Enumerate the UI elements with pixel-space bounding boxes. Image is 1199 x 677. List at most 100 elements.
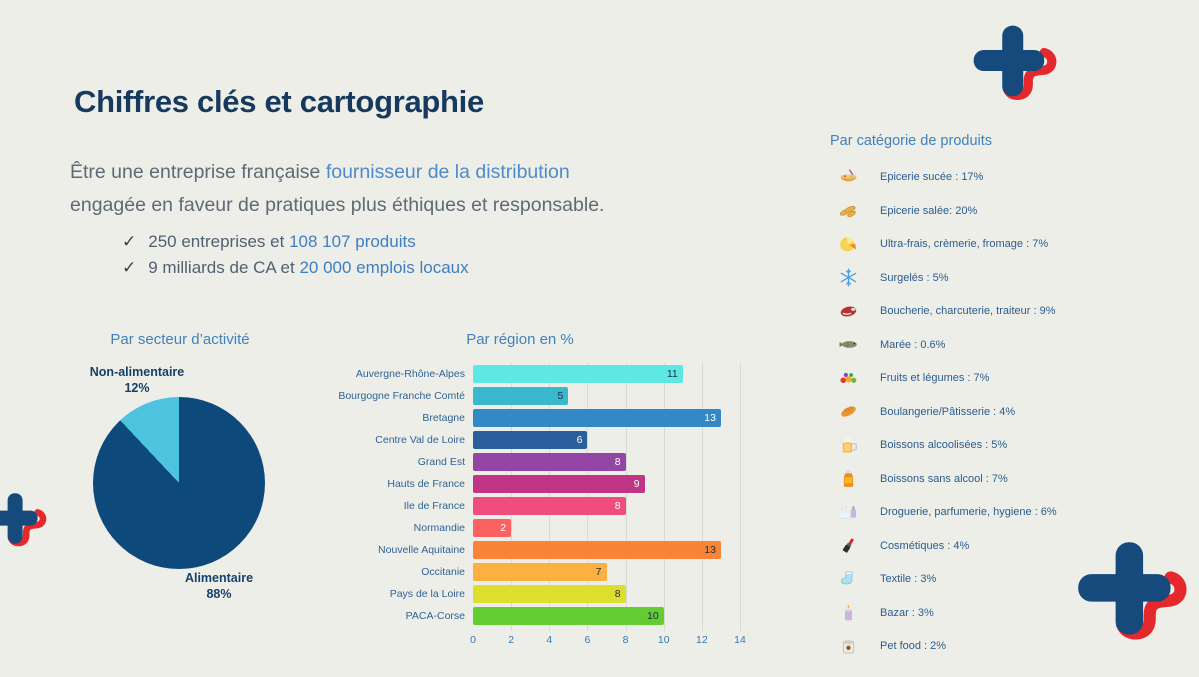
bar-value-label: 11 (666, 368, 678, 380)
bullet-highlight: 108 107 produits (289, 232, 416, 251)
x-axis-tick: 14 (734, 634, 746, 646)
pie-label-non-alimentaire: Non-alimentaire 12% (89, 365, 185, 395)
gridline (740, 363, 741, 631)
category-item: Marée : 0.6% (830, 328, 945, 362)
category-label: Pet food : 2% (880, 640, 947, 652)
category-label: Droguerie, parfumerie, hygiene : 6% (880, 506, 1057, 518)
region-bar: 2 (473, 519, 512, 537)
region-label: Normandie (413, 522, 465, 534)
region-bar: 10 (473, 607, 664, 625)
snowflake-icon (830, 267, 866, 288)
intro-line1-plain: Être une entreprise française (70, 161, 326, 183)
region-label: Occitanie (421, 566, 465, 578)
pie-chart-title: Par secteur d’activité (110, 331, 250, 348)
brand-plus-logo-icon (0, 492, 46, 552)
x-axis-tick: 8 (622, 634, 629, 646)
category-item: Textile : 3% (830, 562, 936, 596)
bar-value-label: 13 (704, 412, 716, 424)
fish-icon (830, 334, 866, 355)
region-label: Bretagne (422, 412, 465, 424)
bread-icon (830, 401, 866, 422)
key-figure-item: ✓ 9 milliards de CA et 20 000 emplois loc… (122, 255, 469, 281)
category-item: Boucherie, charcuterie, traiteur : 9% (830, 294, 1055, 328)
bar-value-label: 13 (704, 544, 716, 556)
x-axis-tick: 6 (584, 634, 591, 646)
region-bar: 11 (473, 365, 683, 383)
fruits-vegetables-icon (830, 368, 866, 389)
candle-icon (830, 602, 866, 623)
x-axis-tick: 10 (657, 634, 670, 646)
brand-plus-logo-icon (972, 24, 1056, 108)
check-icon: ✓ (122, 232, 137, 251)
category-label: Ultra-frais, crèmerie, fromage : 7% (880, 238, 1049, 250)
category-label: Marée : 0.6% (880, 338, 946, 351)
x-axis-tick: 0 (470, 634, 476, 646)
cheese-icon (830, 234, 866, 255)
category-label: Boissons sans alcool : 7% (880, 472, 1008, 485)
bullet-highlight: 20 000 emplois locaux (299, 258, 469, 277)
region-bar: 8 (473, 497, 626, 515)
bar-value-label: 6 (576, 434, 583, 446)
region-bar-chart: 0 2 4 6 8 10 12 14 Auvergne-Rhône-Alpes 11 Bourgog… (338, 363, 758, 663)
bar-value-label: 5 (557, 390, 564, 402)
sector-pie-chart (93, 397, 265, 569)
x-axis-tick: 12 (696, 634, 708, 646)
sock-icon (830, 569, 866, 590)
category-item: Boulangerie/Pâtisserie : 4% (830, 395, 1015, 429)
bar-value-label: 7 (595, 566, 602, 578)
region-bar: 8 (473, 585, 626, 603)
key-figure-item: ✓ 250 entreprises et 108 107 produits (122, 229, 469, 255)
region-bar: 13 (473, 541, 721, 559)
bar-chart-title: Par région en % (466, 331, 574, 348)
bar-value-label: 8 (614, 500, 621, 512)
category-item: Epicerie salée: 20% (830, 194, 977, 228)
region-bar: 5 (473, 387, 569, 405)
category-label: Cosmétiques : 4% (880, 539, 970, 552)
region-bar: 8 (473, 453, 626, 471)
beer-mug-icon (830, 435, 866, 456)
region-label: Bourgogne Franche Comté (338, 390, 465, 402)
region-label: Ile de France (403, 500, 465, 512)
intro-paragraph: Être une entreprise française fournisseu… (70, 156, 710, 222)
pie-label-alimentaire: Alimentaire 88% (184, 571, 254, 601)
bullet-text: 9 milliards de CA et (148, 258, 300, 277)
category-item: Boissons alcoolisées : 5% (830, 428, 1007, 462)
x-axis-tick: 4 (546, 634, 553, 646)
category-label: Epicerie salée: 20% (880, 204, 978, 217)
category-item: Ultra-frais, crèmerie, fromage : 7% (830, 227, 1048, 261)
region-label: Nouvelle Aquitaine (378, 544, 465, 556)
bar-value-label: 8 (614, 456, 621, 468)
check-icon: ✓ (122, 258, 137, 277)
gridline (701, 363, 703, 631)
category-item: Cosmétiques : 4% (830, 529, 969, 563)
gridline (625, 363, 627, 631)
bullet-text: 250 entreprises et (148, 232, 290, 251)
juice-bottle-icon (830, 468, 866, 489)
category-item: Epicerie sucée : 17% (830, 160, 983, 194)
soap-perfume-icon (830, 502, 866, 523)
region-label: Grand Est (417, 456, 465, 468)
region-bar: 6 (473, 431, 588, 449)
sweets-bowl-icon (830, 167, 866, 188)
category-item: Surgelés : 5% (830, 261, 948, 295)
category-item: Boissons sans alcool : 7% (830, 462, 1008, 496)
region-bar: 9 (473, 475, 645, 493)
category-label: Epicerie sucée : 17% (880, 171, 984, 183)
category-item: Droguerie, parfumerie, hygiene : 6% (830, 495, 1057, 529)
bar-value-label: 10 (647, 610, 659, 622)
pet-food-can-icon (830, 636, 866, 657)
category-label: Boucherie, charcuterie, traiteur : 9% (880, 305, 1056, 317)
region-bar: 7 (473, 563, 607, 581)
category-item: Bazar : 3% (830, 596, 934, 630)
region-label: PACA-Corse (405, 610, 465, 622)
bar-value-label: 8 (614, 588, 621, 600)
region-label: Auvergne-Rhône-Alpes (355, 368, 465, 380)
intro-line1-highlight: fournisseur de la distribution (325, 161, 570, 183)
category-label: Bazar : 3% (880, 606, 934, 619)
page-title: Chiffres clés et cartographie (74, 84, 484, 119)
key-figures-list: ✓ 250 entreprises et 108 107 produits ✓ 9 … (122, 229, 469, 281)
region-label: Centre Val de Loire (375, 434, 465, 446)
region-label: Pays de la Loire (389, 588, 465, 600)
region-label: Hauts de France (387, 478, 465, 490)
